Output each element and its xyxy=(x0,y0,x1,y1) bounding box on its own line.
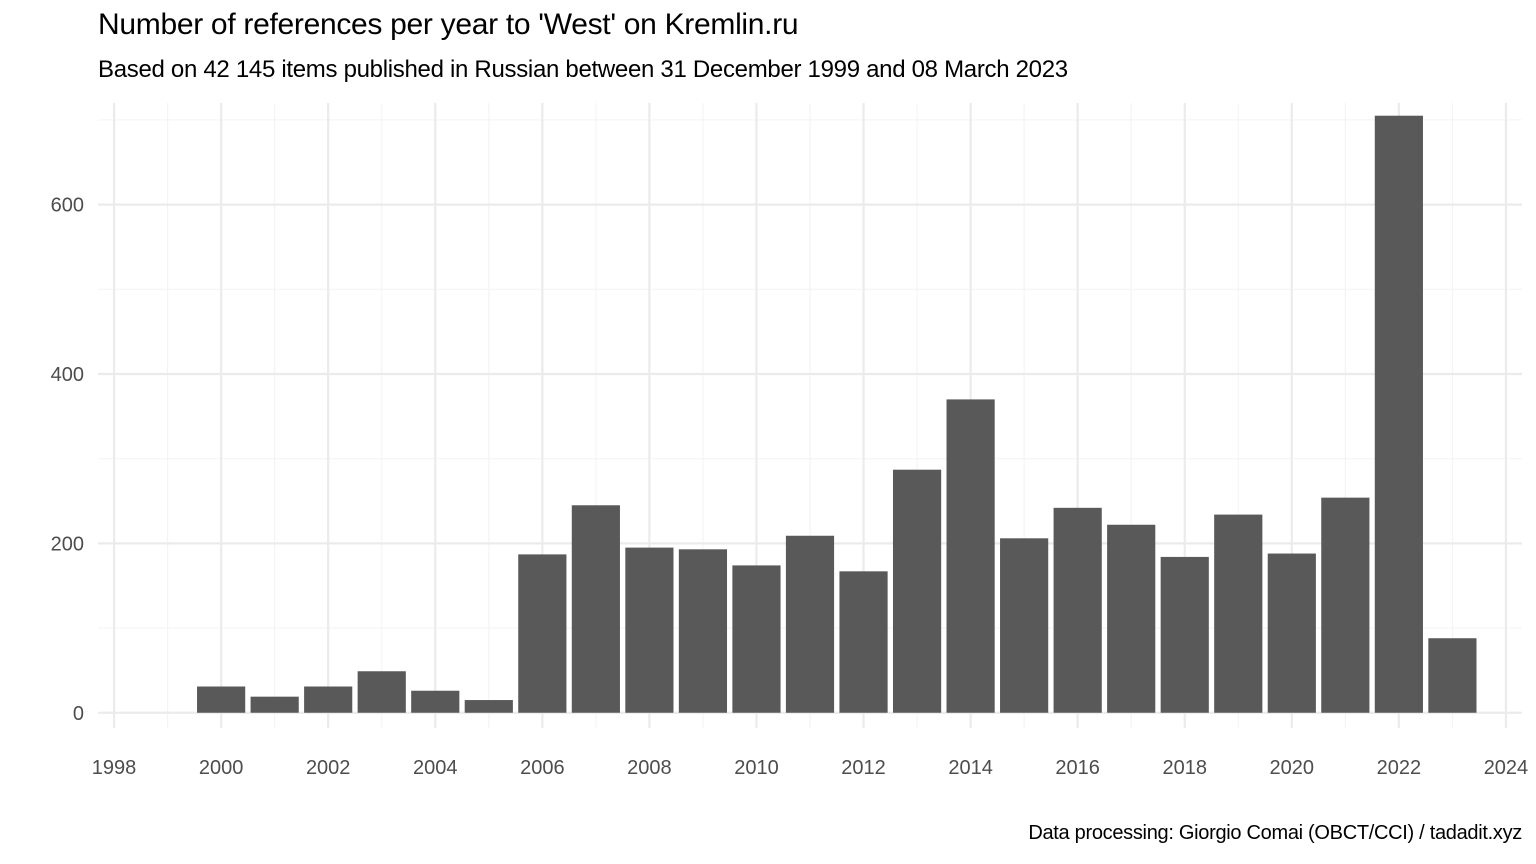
x-tick-label: 2012 xyxy=(841,757,886,779)
y-axis-ticks: 0 200 400 600 xyxy=(51,195,84,725)
x-tick-label: 2008 xyxy=(627,757,672,779)
x-tick-label: 2004 xyxy=(413,757,458,779)
bar-2005 xyxy=(464,700,513,713)
y-tick-label: 0 xyxy=(73,703,84,725)
y-tick-label: 600 xyxy=(51,195,84,217)
bar-2003 xyxy=(357,671,406,713)
x-tick-label: 2014 xyxy=(948,757,993,779)
bar-2018 xyxy=(1160,556,1209,713)
x-tick-label: 2022 xyxy=(1377,757,1422,779)
x-tick-label: 2018 xyxy=(1162,757,1207,779)
bar-2015 xyxy=(1000,538,1049,713)
bar-2008 xyxy=(625,547,674,713)
bar-2023 xyxy=(1428,638,1477,713)
x-axis-ticks: 1998 2000 2002 2004 2006 2008 2010 2012 2014 2016… xyxy=(92,757,1528,779)
bar-2009 xyxy=(678,549,728,713)
bar-2021 xyxy=(1321,497,1370,713)
bar-2007 xyxy=(571,505,620,713)
bar-2017 xyxy=(1107,524,1156,713)
bar-2014 xyxy=(946,399,995,713)
bars xyxy=(197,115,1477,713)
bar-2019 xyxy=(1214,514,1263,713)
bar-2010 xyxy=(732,565,781,713)
bar-2022 xyxy=(1374,115,1423,713)
bar-2004 xyxy=(411,690,460,713)
bar-2012 xyxy=(839,571,888,713)
x-tick-label: 2024 xyxy=(1484,757,1529,779)
bar-2016 xyxy=(1053,507,1102,713)
bar-2020 xyxy=(1267,553,1316,713)
bar-2000 xyxy=(197,686,246,713)
x-tick-label: 2000 xyxy=(199,757,244,779)
chart-caption: Data processing: Giorgio Comai (OBCT/CCI… xyxy=(1028,822,1522,844)
chart-subtitle: Based on 42 145 items published in Russi… xyxy=(98,56,1068,83)
x-tick-label: 2016 xyxy=(1055,757,1100,779)
x-tick-label: 2010 xyxy=(734,757,779,779)
y-tick-label: 200 xyxy=(51,533,84,555)
bar-2013 xyxy=(892,469,942,713)
chart-title: Number of references per year to 'West' … xyxy=(98,8,799,41)
x-tick-label: 1998 xyxy=(92,757,137,779)
x-tick-label: 2006 xyxy=(520,757,565,779)
bar-2011 xyxy=(785,535,835,713)
y-tick-label: 400 xyxy=(51,364,84,386)
x-tick-label: 2002 xyxy=(306,757,351,779)
bar-2006 xyxy=(518,554,567,713)
x-tick-label: 2020 xyxy=(1270,757,1315,779)
bar-2001 xyxy=(250,696,299,713)
bar-2002 xyxy=(304,686,353,713)
